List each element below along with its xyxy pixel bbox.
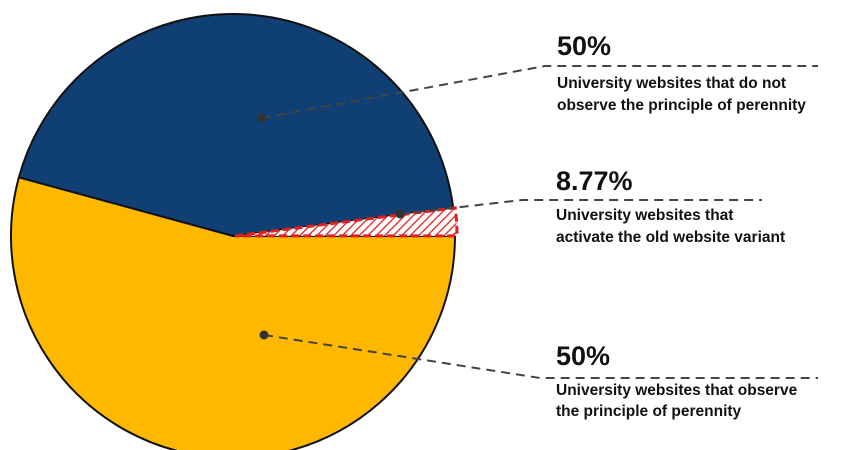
anchor-dot-observe — [259, 330, 269, 340]
data-label-not-observe-line1: University websites that do not — [557, 75, 786, 92]
data-label-observe-value: 50% — [556, 341, 610, 371]
leader-line-observe — [263, 334, 818, 379]
data-label-not-observe-line2: observe the principle of perennity — [557, 97, 806, 114]
anchor-dot-old-variant — [395, 209, 405, 219]
data-label-old-variant-value: 8.77% — [556, 166, 633, 196]
data-label-not-observe-value: 50% — [557, 31, 611, 61]
data-label-observe-line1: University websites that observe — [556, 382, 798, 399]
pie-slice-observe — [10, 176, 457, 450]
anchor-dot-not-observe — [257, 113, 267, 123]
leader-line-not-observe — [261, 65, 818, 119]
data-label-observe-line2: the principle of perennity — [556, 403, 742, 420]
data-label-old-variant-line2: activate the old website variant — [556, 229, 785, 246]
leader-line-old-variant — [399, 199, 762, 215]
data-label-old-variant-line1: University websites that — [556, 207, 733, 224]
pie-slice-not-observe — [17, 13, 455, 238]
